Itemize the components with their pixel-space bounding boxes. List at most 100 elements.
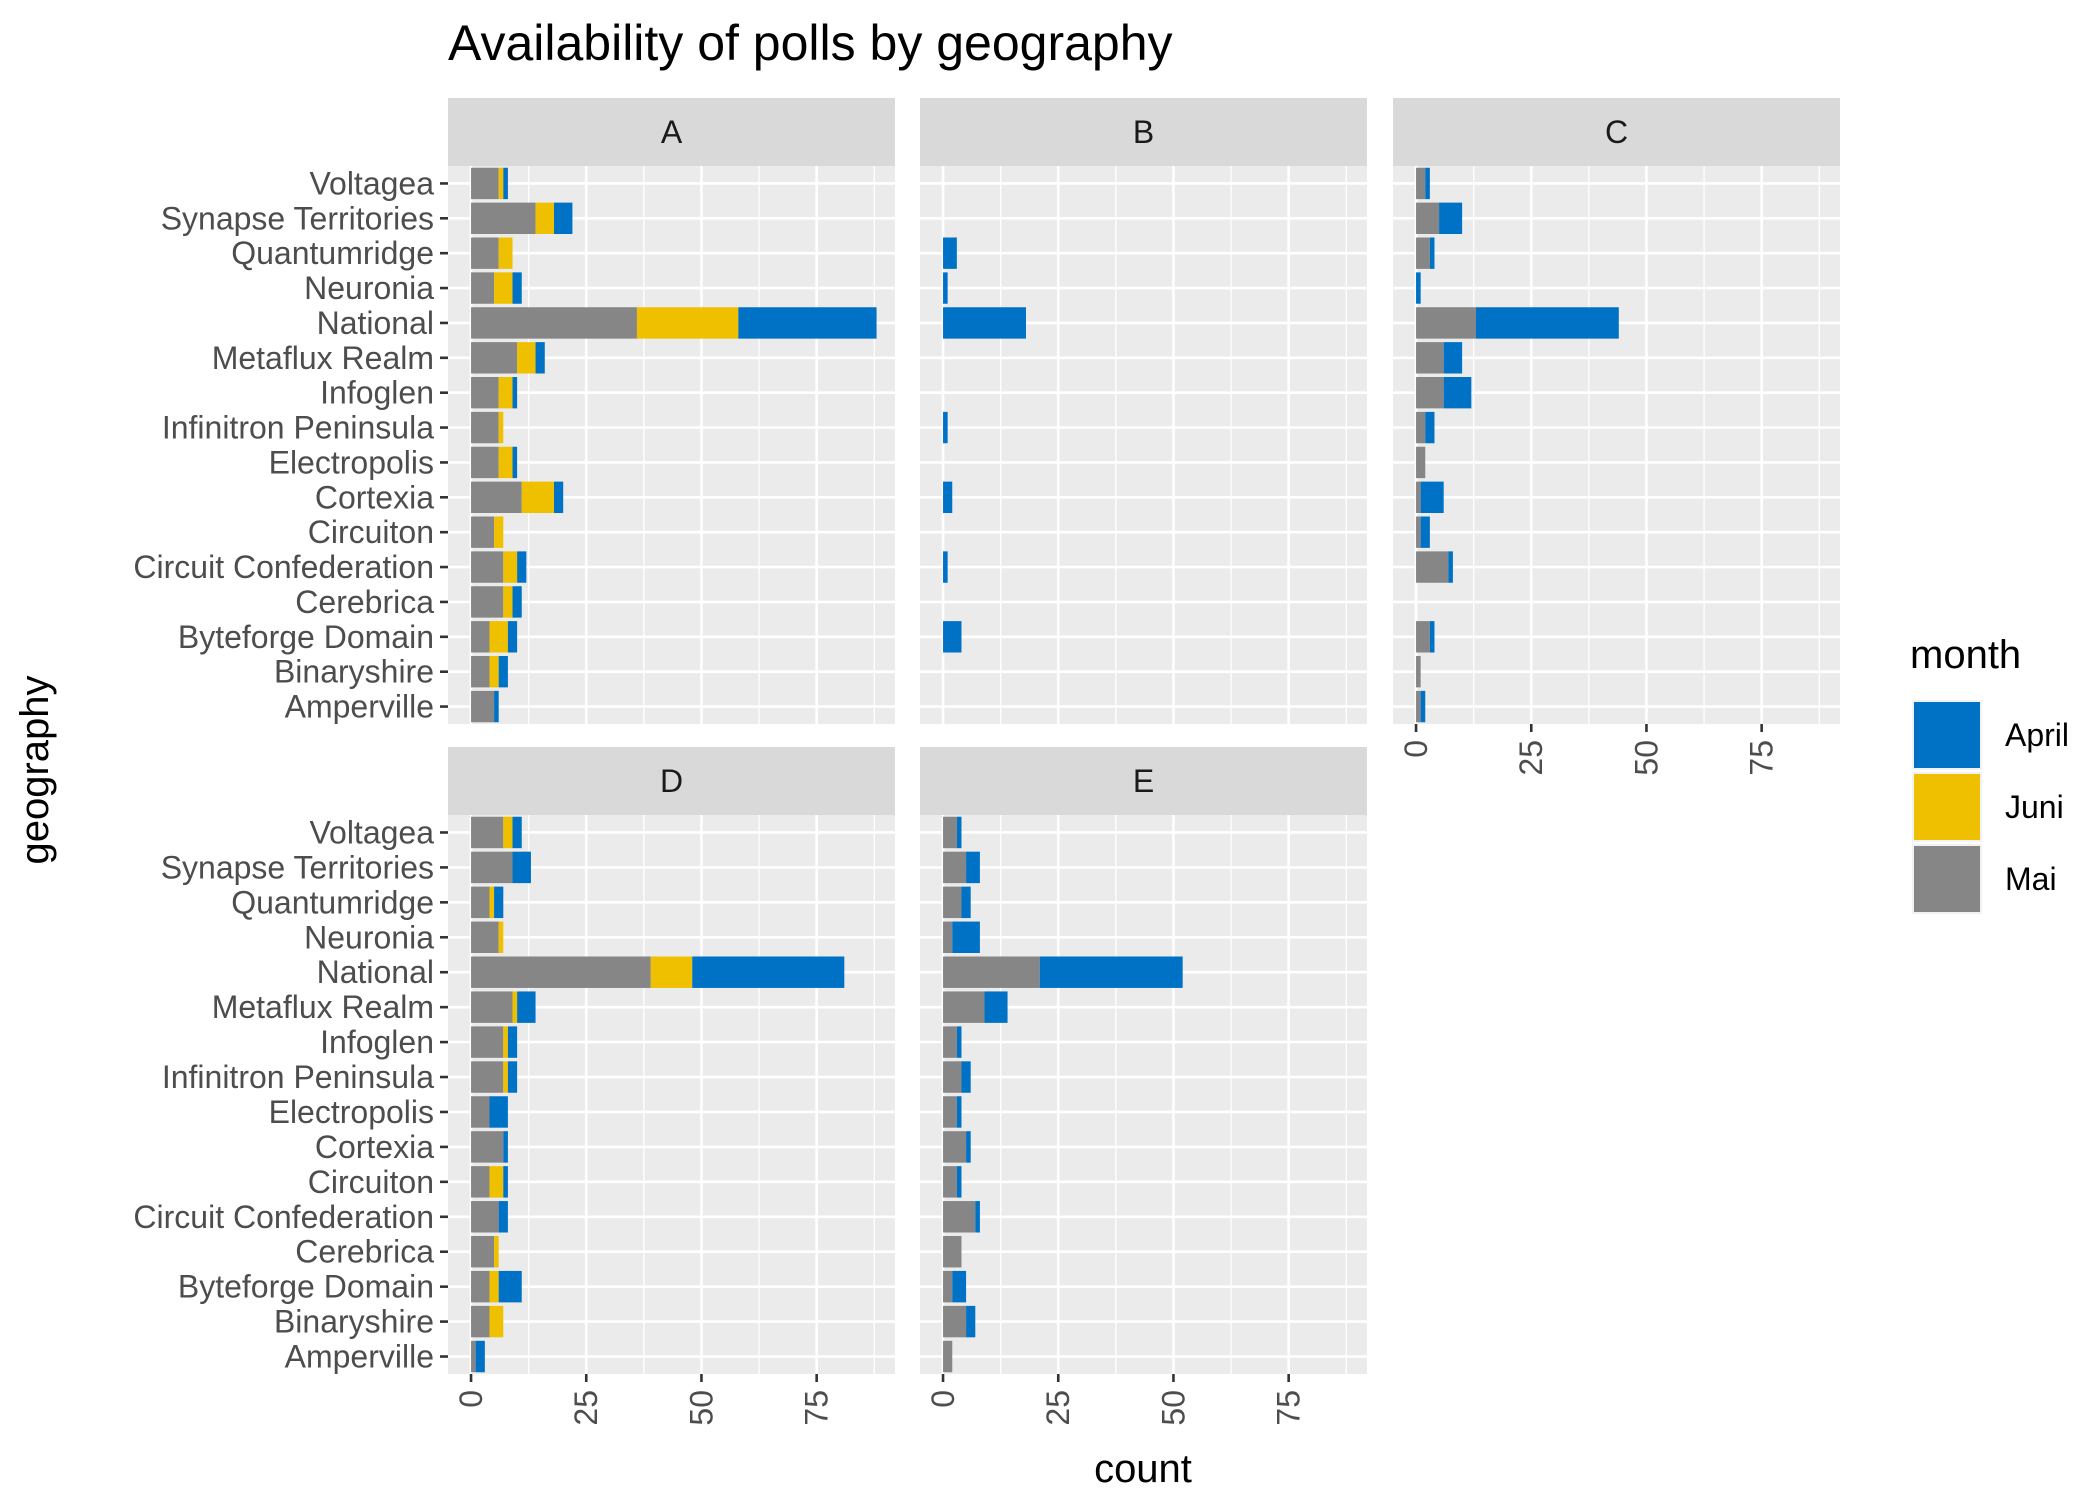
y-tick-label: Voltagea <box>309 814 434 850</box>
bar-D-juni-2 <box>489 886 495 919</box>
strip-E <box>920 747 1367 815</box>
bar-A-juni-2 <box>498 237 513 269</box>
bar-A-juni-0 <box>498 167 504 200</box>
x-tick-label: 0 <box>453 1390 489 1408</box>
bar-D-mai-5 <box>471 991 513 1023</box>
bar-D-juni-13 <box>489 1270 499 1303</box>
panel-B: B <box>920 98 1367 724</box>
y-tick-label: Synapse Territories <box>161 200 434 236</box>
bar-D-juni-7 <box>503 1061 508 1093</box>
x-tick-label: 50 <box>1155 1390 1191 1426</box>
bar-A-mai-7 <box>471 411 499 444</box>
bar-D-mai-6 <box>471 1026 504 1058</box>
bar-D-april-15 <box>475 1340 485 1373</box>
bar-A-april-3 <box>512 272 522 304</box>
x-tick-label: 25 <box>1040 1390 1076 1426</box>
bar-C-april-5 <box>1443 342 1463 374</box>
bar-C-mai-6 <box>1416 376 1444 409</box>
bar-D-mai-1 <box>471 851 513 884</box>
legend-key-mai <box>1914 846 1980 912</box>
panel-background-A <box>448 166 895 724</box>
x-tick-label: 25 <box>568 1390 604 1426</box>
bar-E-april-1 <box>966 851 980 884</box>
bar-D-mai-4 <box>471 956 651 988</box>
panel-C: C 0 25 50 75 <box>1393 98 1840 776</box>
y-tick-label: Voltagea <box>309 165 434 201</box>
legend-label-april: April <box>2005 717 2069 753</box>
bar-D-mai-0 <box>471 816 504 849</box>
x-tick-label: 0 <box>1398 740 1434 758</box>
y-tick-label: National <box>317 954 434 990</box>
y-tick-label: Metaflux Realm <box>212 989 434 1025</box>
y-tick-label: Neuronia <box>304 919 434 955</box>
y-tick-label: Cortexia <box>315 479 434 515</box>
y-tick-label: Byteforge Domain <box>178 619 434 655</box>
strip-B <box>920 98 1367 166</box>
bar-D-mai-11 <box>471 1201 499 1233</box>
strip-label-D: D <box>660 763 683 799</box>
strip-C <box>1393 98 1840 166</box>
bar-D-juni-12 <box>494 1235 499 1268</box>
x-tick-label: 75 <box>1271 1390 1307 1426</box>
bar-A-mai-2 <box>471 237 499 269</box>
bar-C-april-9 <box>1420 481 1444 514</box>
bar-E-mai-14 <box>943 1305 967 1338</box>
bar-D-april-8 <box>489 1096 508 1128</box>
bar-E-mai-9 <box>943 1131 967 1163</box>
bar-A-april-4 <box>738 307 877 339</box>
bar-E-mai-10 <box>943 1166 957 1198</box>
bar-C-april-15 <box>1420 690 1426 723</box>
bar-C-april-11 <box>1448 551 1453 583</box>
bar-A-april-6 <box>512 376 518 409</box>
bar-A-juni-10 <box>494 516 504 548</box>
bar-D-mai-8 <box>471 1096 490 1128</box>
bar-E-april-11 <box>975 1201 980 1233</box>
bar-B-april-7 <box>943 411 948 444</box>
y-tick-label: Synapse Territories <box>161 849 434 885</box>
legend: month April Juni Mai <box>1910 633 2069 914</box>
bar-A-juni-6 <box>498 376 513 409</box>
panel-E: E 0 25 50 75 <box>920 747 1367 1426</box>
y-tick-label: Circuit Confederation <box>133 1199 434 1235</box>
y-tick-label: Cortexia <box>315 1129 434 1165</box>
bar-E-april-2 <box>961 886 971 919</box>
bar-D-april-10 <box>503 1166 508 1198</box>
panel-background-B <box>920 166 1367 724</box>
bar-C-april-7 <box>1425 411 1435 444</box>
bar-B-april-13 <box>943 621 962 653</box>
bar-A-april-1 <box>553 202 573 235</box>
bar-C-april-6 <box>1443 376 1472 409</box>
bar-D-april-6 <box>507 1026 518 1058</box>
bar-A-mai-10 <box>471 516 495 548</box>
bar-B-april-9 <box>943 481 953 514</box>
bar-D-april-7 <box>507 1061 518 1093</box>
x-tick-label: 50 <box>683 1390 719 1426</box>
bar-A-juni-7 <box>498 411 504 444</box>
bar-A-mai-5 <box>471 342 518 374</box>
bar-C-april-3 <box>1416 272 1421 304</box>
bar-D-juni-3 <box>498 921 504 954</box>
bar-A-april-5 <box>535 342 545 374</box>
x-axis-title: count <box>1094 1447 1192 1491</box>
bar-A-april-0 <box>503 167 508 200</box>
bar-A-juni-12 <box>503 586 513 618</box>
bar-A-mai-6 <box>471 376 499 409</box>
bar-A-juni-11 <box>503 551 518 583</box>
legend-key-juni <box>1914 774 1980 840</box>
bar-E-april-4 <box>1039 956 1183 988</box>
bar-E-mai-13 <box>943 1270 953 1303</box>
strip-label-B: B <box>1133 114 1154 150</box>
y-tick-label: National <box>317 305 434 341</box>
bar-C-april-1 <box>1439 202 1463 235</box>
bar-C-april-0 <box>1425 167 1430 200</box>
bar-B-april-3 <box>943 272 948 304</box>
bar-E-april-0 <box>956 816 962 849</box>
panel-background-D <box>448 815 895 1374</box>
bar-E-mai-11 <box>943 1201 976 1233</box>
bar-D-mai-2 <box>471 886 490 919</box>
y-tick-label: Circuiton <box>308 1164 434 1200</box>
bar-C-mai-5 <box>1416 342 1444 374</box>
bar-E-april-8 <box>956 1096 962 1128</box>
bar-D-mai-14 <box>471 1305 490 1338</box>
